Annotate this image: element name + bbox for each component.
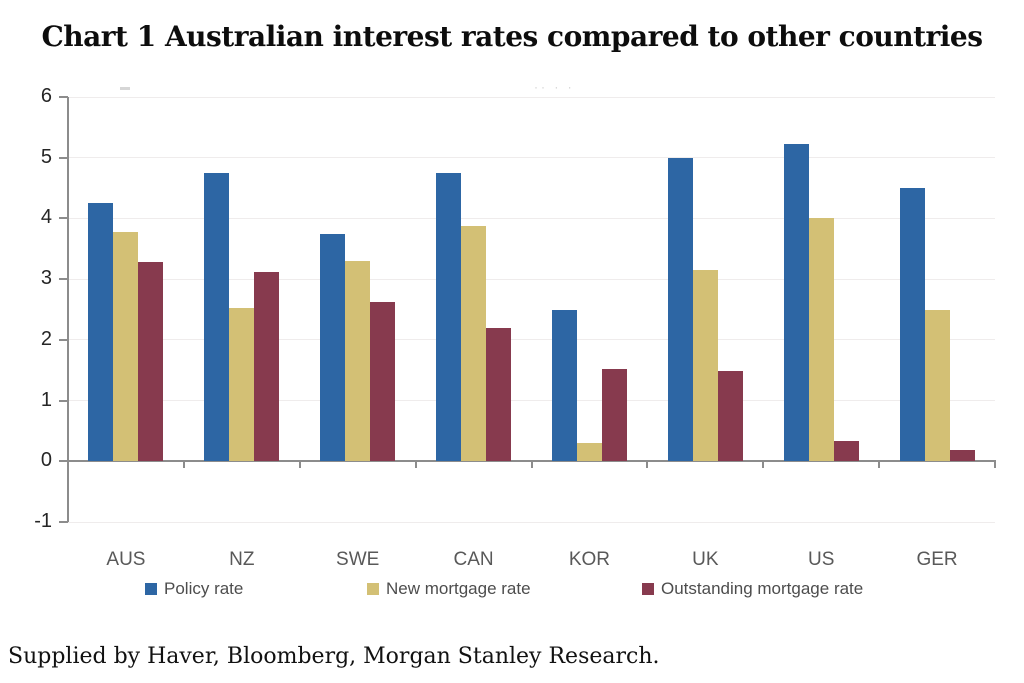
y-axis-tick-4: [59, 217, 68, 220]
y-axis: [67, 97, 69, 522]
y-tick-label-3: 3: [40, 267, 52, 290]
legend-item-new-mortgage-rate: New mortgage rate: [367, 579, 531, 599]
x-axis-tick-4: [530, 462, 533, 469]
x-axis: [67, 460, 996, 463]
bar-uk-new-mortgage-rate: [692, 270, 718, 462]
bar-nz-new-mortgage-rate: [229, 308, 255, 462]
gridline-y-1: [68, 521, 995, 523]
legend-swatch-outstanding-mortgage-rate: [642, 583, 654, 595]
legend-item-policy-rate: Policy rate: [145, 579, 243, 599]
x-tick-label-ger: GER: [916, 549, 958, 570]
bar-ger-new-mortgage-rate: [924, 309, 950, 462]
bar-us-policy-rate: [783, 143, 809, 462]
y-axis-tick-0: [59, 460, 68, 463]
legend-swatch-policy-rate: [145, 583, 157, 595]
y-axis-tick-2: [59, 338, 68, 341]
artifact-dots: ·· · ·: [534, 80, 575, 94]
bar-nz-policy-rate: [204, 172, 230, 462]
x-axis-tick-2: [298, 462, 301, 469]
x-tick-label-uk: UK: [692, 549, 719, 570]
y-tick-label-0: 0: [40, 449, 52, 472]
legend-label: Policy rate: [164, 579, 244, 598]
y-tick-label-6: 6: [40, 85, 52, 107]
y-axis-tick-6: [59, 96, 68, 98]
y-axis-tick-5: [59, 156, 68, 159]
x-tick-label-swe: SWE: [336, 549, 380, 570]
artifact-dash: [120, 87, 130, 90]
y-tick-label-4: 4: [40, 206, 52, 229]
legend-item-outstanding-mortgage-rate: Outstanding mortgage rate: [642, 579, 863, 599]
bar-swe-new-mortgage-rate: [345, 260, 371, 462]
x-axis-tick-8: [994, 462, 996, 469]
bar-uk-policy-rate: [667, 157, 693, 462]
legend-label: New mortgage rate: [386, 579, 531, 598]
gridline-y2: [68, 339, 995, 341]
bar-kor-policy-rate: [551, 309, 577, 462]
gridline-y4: [68, 217, 995, 219]
source-note: Supplied by Haver, Bloomberg, Morgan Sta…: [8, 644, 660, 669]
bar-kor-outstanding-mortgage-rate: [601, 369, 627, 462]
y-tick-label-2: 2: [40, 327, 52, 350]
bar-can-new-mortgage-rate: [461, 225, 487, 462]
bar-nz-outstanding-mortgage-rate: [254, 271, 280, 462]
y-axis-tick--1: [59, 521, 68, 523]
bar-can-outstanding-mortgage-rate: [486, 327, 512, 462]
gridline-y1: [68, 400, 995, 402]
x-axis-tick-5: [646, 462, 649, 469]
bar-us-new-mortgage-rate: [808, 218, 834, 462]
chart-title: Chart 1 Australian interest rates compar…: [41, 20, 984, 53]
x-axis-tick-7: [878, 462, 881, 469]
x-tick-label-can: CAN: [453, 549, 494, 570]
x-axis-tick-0: [67, 462, 69, 469]
y-axis-tick-3: [59, 278, 68, 281]
bar-ger-policy-rate: [899, 188, 925, 462]
y-axis-tick-1: [59, 399, 68, 402]
bar-can-policy-rate: [436, 172, 462, 462]
x-tick-label-kor: KOR: [568, 549, 611, 570]
bar-ger-outstanding-mortgage-rate: [949, 450, 975, 462]
x-tick-label-aus: AUS: [106, 549, 146, 570]
legend-swatch-new-mortgage-rate: [367, 583, 379, 595]
y-tick-label-1: 1: [40, 388, 52, 411]
y-tick-label--1: -1: [34, 510, 52, 532]
bar-swe-policy-rate: [320, 233, 346, 462]
x-tick-label-us: US: [807, 549, 835, 570]
bar-aus-policy-rate: [88, 203, 114, 462]
x-tick-label-nz: NZ: [229, 549, 255, 570]
bar-aus-new-mortgage-rate: [113, 231, 139, 462]
x-axis-tick-6: [762, 462, 765, 469]
bar-us-outstanding-mortgage-rate: [833, 441, 859, 462]
bar-swe-outstanding-mortgage-rate: [370, 301, 396, 462]
y-tick-label-5: 5: [40, 145, 52, 168]
x-axis-tick-3: [414, 462, 417, 469]
bar-kor-new-mortgage-rate: [576, 443, 602, 462]
x-axis-tick-1: [182, 462, 185, 469]
gridline-y3: [68, 278, 995, 280]
legend-label: Outstanding mortgage rate: [661, 579, 864, 598]
gridline-y6: [68, 96, 995, 98]
bar-aus-outstanding-mortgage-rate: [138, 262, 164, 462]
gridline-y5: [68, 157, 995, 159]
bar-uk-outstanding-mortgage-rate: [717, 371, 743, 462]
